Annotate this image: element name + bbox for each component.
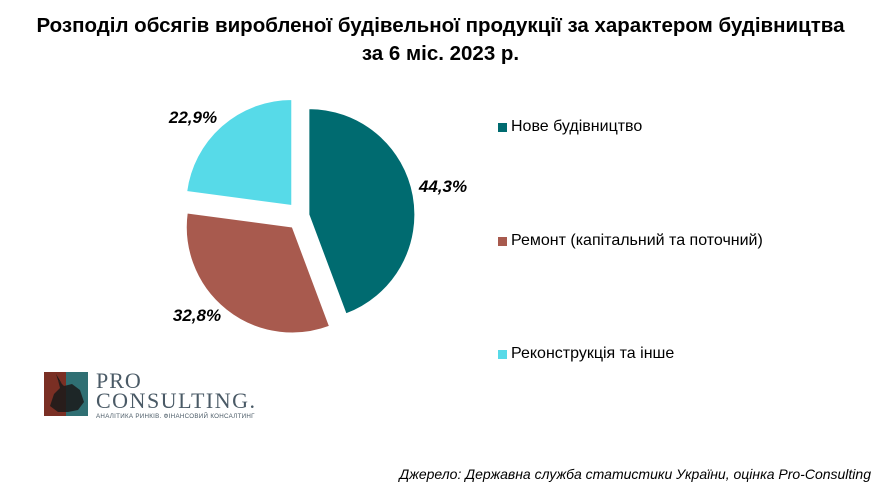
pie-slice-new-construction bbox=[308, 108, 416, 315]
legend-label: Реконструкція та інше bbox=[511, 345, 675, 362]
pie-label-repair: 32,8% bbox=[173, 306, 221, 325]
legend-swatch bbox=[498, 349, 507, 359]
logo-text-consulting: CONSULTING. bbox=[96, 388, 257, 413]
legend-label: Ремонт (капітальний та поточний) bbox=[511, 232, 763, 249]
logo-text-pro: PRO bbox=[96, 368, 142, 393]
pie-slice-reconstruction bbox=[186, 98, 293, 207]
pie-label-reconstruction: 22,9% bbox=[168, 108, 217, 127]
legend-item-new-construction: Нове будівництво bbox=[498, 118, 642, 136]
pie-slice-repair bbox=[185, 212, 331, 334]
chart-title-line-1: Розподіл обсягів виробленої будівельної … bbox=[36, 14, 845, 37]
legend-item-repair: Ремонт (капітальний та поточний) bbox=[498, 232, 763, 250]
legend-swatch bbox=[498, 236, 507, 246]
logo-tagline: АНАЛІТИКА РИНКІВ. ФІНАНСОВИЙ КОНСАЛТИНГ bbox=[96, 413, 255, 420]
legend-label: Нове будівництво bbox=[511, 118, 643, 135]
chart-title-line-2: за 6 міс. 2023 р. bbox=[361, 42, 520, 65]
chart-title: Розподіл обсягів виробленої будівельної … bbox=[0, 12, 881, 68]
rhino-logo-icon bbox=[44, 372, 88, 416]
legend-item-reconstruction: Реконструкція та інше bbox=[498, 345, 674, 363]
pro-consulting-logo: PRO CONSULTING. АНАЛІТИКА РИНКІВ. ФІНАНС… bbox=[44, 368, 264, 420]
legend-swatch bbox=[498, 122, 507, 132]
pie-label-new-construction: 44,3% bbox=[418, 177, 467, 196]
source-note: Джерело: Державна служба статистики Укра… bbox=[399, 466, 871, 482]
